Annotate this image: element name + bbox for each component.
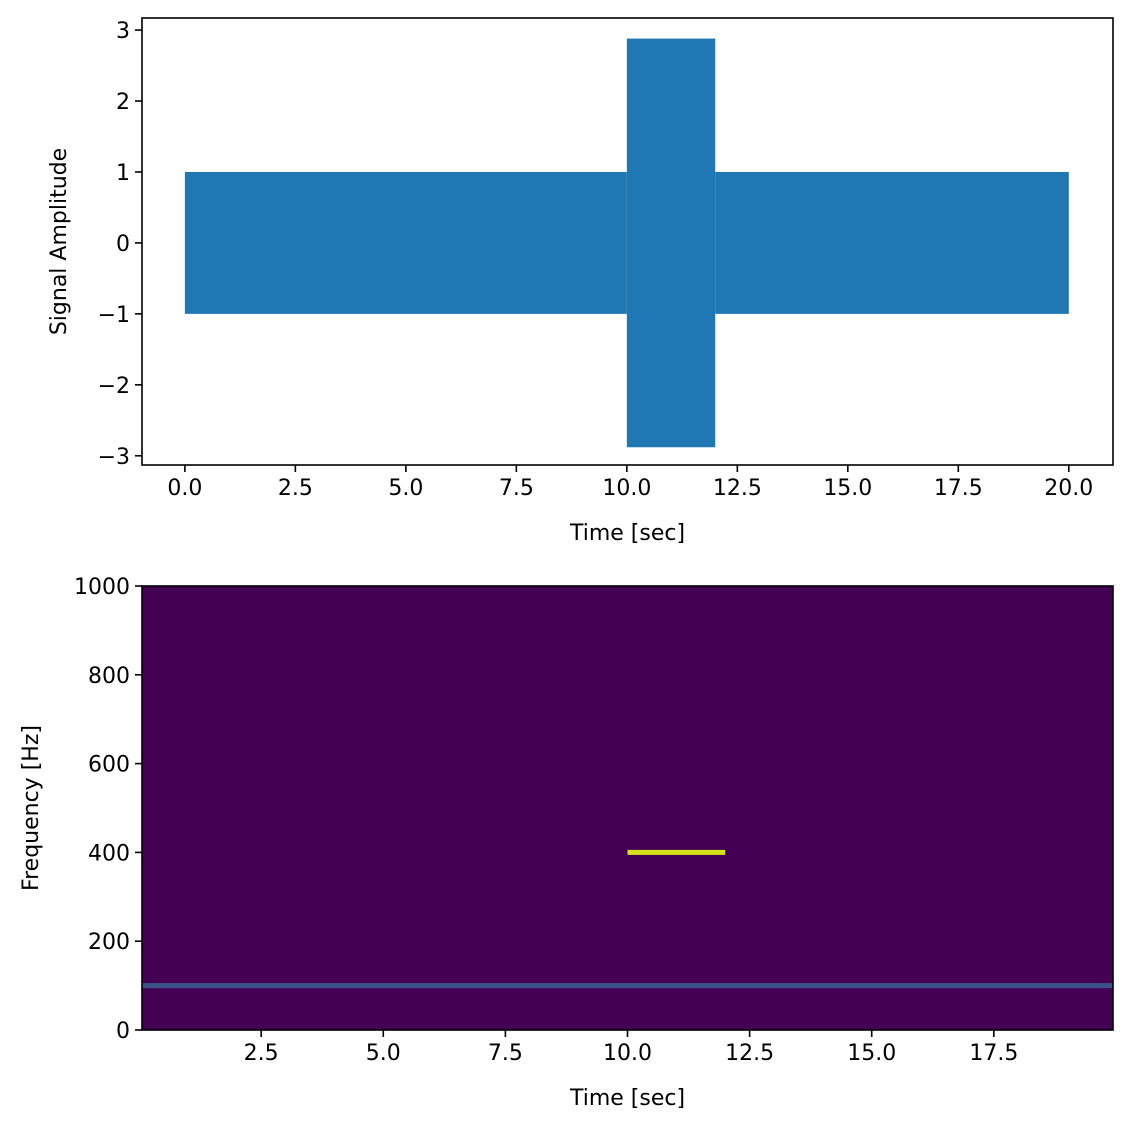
x-tick-label: 12.5	[713, 476, 762, 501]
x-tick-label: 5.0	[366, 1041, 401, 1066]
signal-envelope	[184, 171, 627, 314]
y-axis-label: Signal Amplitude	[47, 148, 72, 335]
x-tick-label: 10.0	[602, 476, 651, 501]
y-tick-label: 0	[116, 1019, 130, 1044]
y-tick-label: −3	[98, 445, 130, 470]
y-tick-label: 2	[116, 90, 130, 115]
x-axis-label: Time [sec]	[569, 1086, 685, 1111]
x-tick-label: 20.0	[1044, 476, 1093, 501]
x-tick-label: 15.0	[823, 476, 872, 501]
spectral-line	[142, 983, 1113, 989]
x-tick-label: 0.0	[167, 476, 202, 501]
spectrogram-background	[142, 586, 1113, 1030]
x-tick-label: 17.5	[934, 476, 983, 501]
x-tick-label: 7.5	[488, 1041, 523, 1066]
y-tick-label: 1000	[74, 575, 130, 600]
y-tick-label: 800	[88, 664, 130, 689]
y-tick-label: −1	[98, 303, 130, 328]
x-axis-label: Time [sec]	[569, 521, 685, 546]
y-tick-label: 1	[116, 161, 130, 186]
x-tick-label: 2.5	[278, 476, 313, 501]
x-tick-label: 2.5	[244, 1041, 279, 1066]
x-tick-label: 10.0	[603, 1041, 652, 1066]
x-tick-label: 12.5	[725, 1041, 774, 1066]
y-tick-label: 600	[88, 753, 130, 778]
y-axis-label: Frequency [Hz]	[19, 725, 44, 891]
y-tick-label: 0	[116, 232, 130, 257]
y-tick-label: 3	[116, 19, 130, 44]
x-tick-label: 15.0	[847, 1041, 896, 1066]
signal-envelope	[626, 38, 716, 448]
spectral-line	[627, 849, 726, 855]
x-tick-label: 17.5	[969, 1041, 1018, 1066]
y-tick-label: 400	[88, 841, 130, 866]
y-tick-label: 200	[88, 930, 130, 955]
x-tick-label: 5.0	[388, 476, 423, 501]
x-tick-label: 7.5	[499, 476, 534, 501]
signal-envelope	[715, 171, 1069, 314]
y-tick-label: −2	[98, 374, 130, 399]
